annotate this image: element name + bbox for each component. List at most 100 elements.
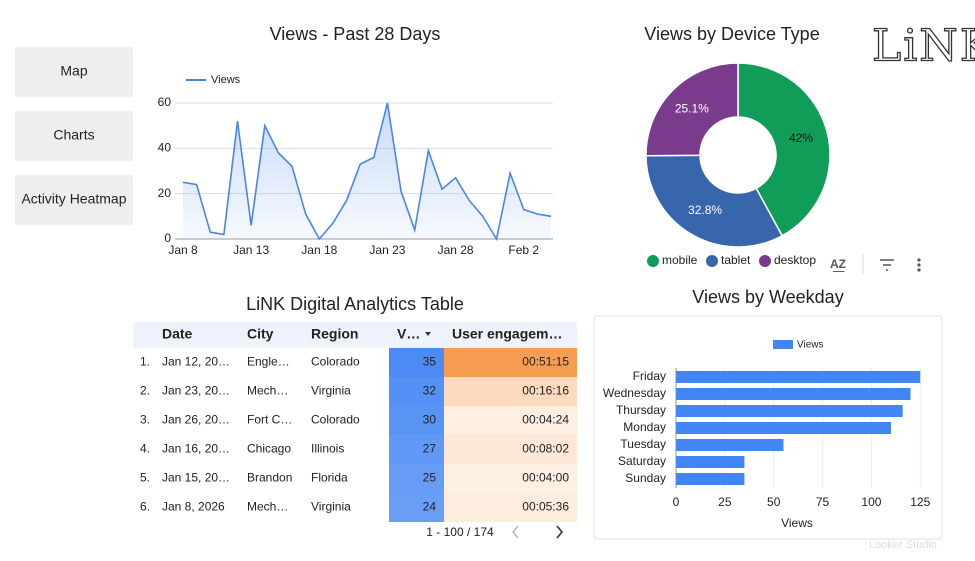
legend-swatch xyxy=(647,255,659,267)
next-page[interactable] xyxy=(556,525,564,539)
legend-label: Views xyxy=(797,340,824,351)
table-cell: 1. xyxy=(140,355,150,369)
y-tick-label: 20 xyxy=(158,186,172,200)
legend-label: Views xyxy=(211,74,241,86)
x-tick-label: Jan 28 xyxy=(438,243,474,257)
views-cell xyxy=(389,493,444,522)
chart-title: Views by Device Type xyxy=(644,24,819,44)
bar xyxy=(676,405,903,417)
x-tick-label: Jan 8 xyxy=(168,243,198,257)
legend-label: desktop xyxy=(774,253,816,267)
x-tick-label: Jan 18 xyxy=(301,243,337,257)
table-cell: 00:16:16 xyxy=(522,384,569,398)
column-header[interactable]: User engagem… xyxy=(452,326,562,342)
bar xyxy=(676,422,891,434)
line xyxy=(182,102,552,242)
table-cell: 35 xyxy=(423,355,437,369)
legend-label: mobile xyxy=(662,253,698,267)
prev-page[interactable] xyxy=(511,525,519,539)
table-cell: Fort C… xyxy=(247,413,292,427)
chart-title: Views by Weekday xyxy=(692,287,843,307)
x-tick-label: 125 xyxy=(910,495,930,509)
table-cell: Jan 8, 2026 xyxy=(162,500,225,514)
chart-tools: A͟Z xyxy=(830,254,921,274)
slice-label: 25.1% xyxy=(675,101,709,115)
table-cell: Illinois xyxy=(311,442,344,456)
table-cell: 00:04:00 xyxy=(522,471,569,485)
table-cell: 32 xyxy=(423,384,437,398)
y-tick-label: Monday xyxy=(623,420,666,434)
column-header[interactable]: Region xyxy=(311,326,358,342)
engagement-cell xyxy=(444,377,577,406)
nav-button[interactable] xyxy=(15,111,133,161)
y-tick-label: Wednesday xyxy=(603,386,666,400)
slice-label: 42% xyxy=(789,131,813,145)
y-tick-label: Saturday xyxy=(618,454,666,468)
bar xyxy=(676,388,911,400)
table-header xyxy=(133,322,577,348)
legend-swatch xyxy=(773,340,793,349)
x-tick-label: 75 xyxy=(816,495,830,509)
table-cell: 4. xyxy=(140,442,150,456)
column-header[interactable]: Date xyxy=(162,326,193,342)
views-cell xyxy=(389,377,444,406)
table-cell: 2. xyxy=(140,384,150,398)
sort-icon[interactable]: A͟Z xyxy=(830,257,846,273)
bar xyxy=(676,473,745,485)
views-cell xyxy=(389,406,444,435)
table-cell: 27 xyxy=(423,442,437,456)
table-cell: 3. xyxy=(140,413,150,427)
table-cell: Colorado xyxy=(311,355,360,369)
x-tick-label: 25 xyxy=(718,495,732,509)
table-cell: Virginia xyxy=(311,384,351,398)
table-cell: 00:05:36 xyxy=(522,500,569,514)
legend-label: tablet xyxy=(721,253,751,267)
slice-label: 32.8% xyxy=(688,203,722,217)
nav-label[interactable]: Map xyxy=(60,63,87,79)
x-tick-label: 0 xyxy=(673,495,680,509)
bar xyxy=(676,456,745,468)
table-cell: Virginia xyxy=(311,500,351,514)
engagement-cell xyxy=(444,493,577,522)
logo: LiNK xyxy=(872,21,975,72)
table-cell: Brandon xyxy=(247,471,292,485)
more-icon[interactable] xyxy=(917,258,921,272)
table-cell: Mech… xyxy=(247,384,288,398)
legend-swatch xyxy=(759,255,771,267)
column-header[interactable]: City xyxy=(247,326,274,342)
y-tick-label: Thursday xyxy=(616,403,666,417)
pagination: 1 - 100 / 174 xyxy=(426,525,494,539)
table-cell: 30 xyxy=(423,413,437,427)
table-cell: Jan 26, 20… xyxy=(162,413,230,427)
x-axis-label: Views xyxy=(781,516,813,530)
table-cell: Engle… xyxy=(247,355,290,369)
table-cell: 00:51:15 xyxy=(522,355,569,369)
engagement-cell xyxy=(444,464,577,493)
filter-icon[interactable] xyxy=(880,259,894,271)
sort-arrow[interactable] xyxy=(425,332,431,336)
table-cell: 00:04:24 xyxy=(522,413,569,427)
y-tick-label: Tuesday xyxy=(620,437,666,451)
nav-button[interactable] xyxy=(15,47,133,97)
nav-label[interactable]: Activity Heatmap xyxy=(21,191,126,207)
column-header[interactable]: V… xyxy=(397,326,420,342)
table-cell: Jan 12, 20… xyxy=(162,355,230,369)
views-cell xyxy=(389,435,444,464)
table-cell: 24 xyxy=(423,500,437,514)
nav-label[interactable]: Charts xyxy=(53,127,94,143)
x-tick-label: Jan 13 xyxy=(233,243,269,257)
y-tick-label: 60 xyxy=(158,95,172,109)
nav-button[interactable] xyxy=(15,175,133,225)
table-cell: 25 xyxy=(423,471,437,485)
chart-title: Views - Past 28 Days xyxy=(270,24,441,44)
engagement-cell xyxy=(444,406,577,435)
x-tick-label: Jan 23 xyxy=(369,243,405,257)
bar xyxy=(676,439,784,451)
engagement-cell xyxy=(444,348,577,377)
pie-slice xyxy=(737,62,831,237)
x-tick-label: 50 xyxy=(767,495,781,509)
y-tick-label: Friday xyxy=(633,369,666,383)
engagement-cell xyxy=(444,435,577,464)
table-cell: 6. xyxy=(140,500,150,514)
